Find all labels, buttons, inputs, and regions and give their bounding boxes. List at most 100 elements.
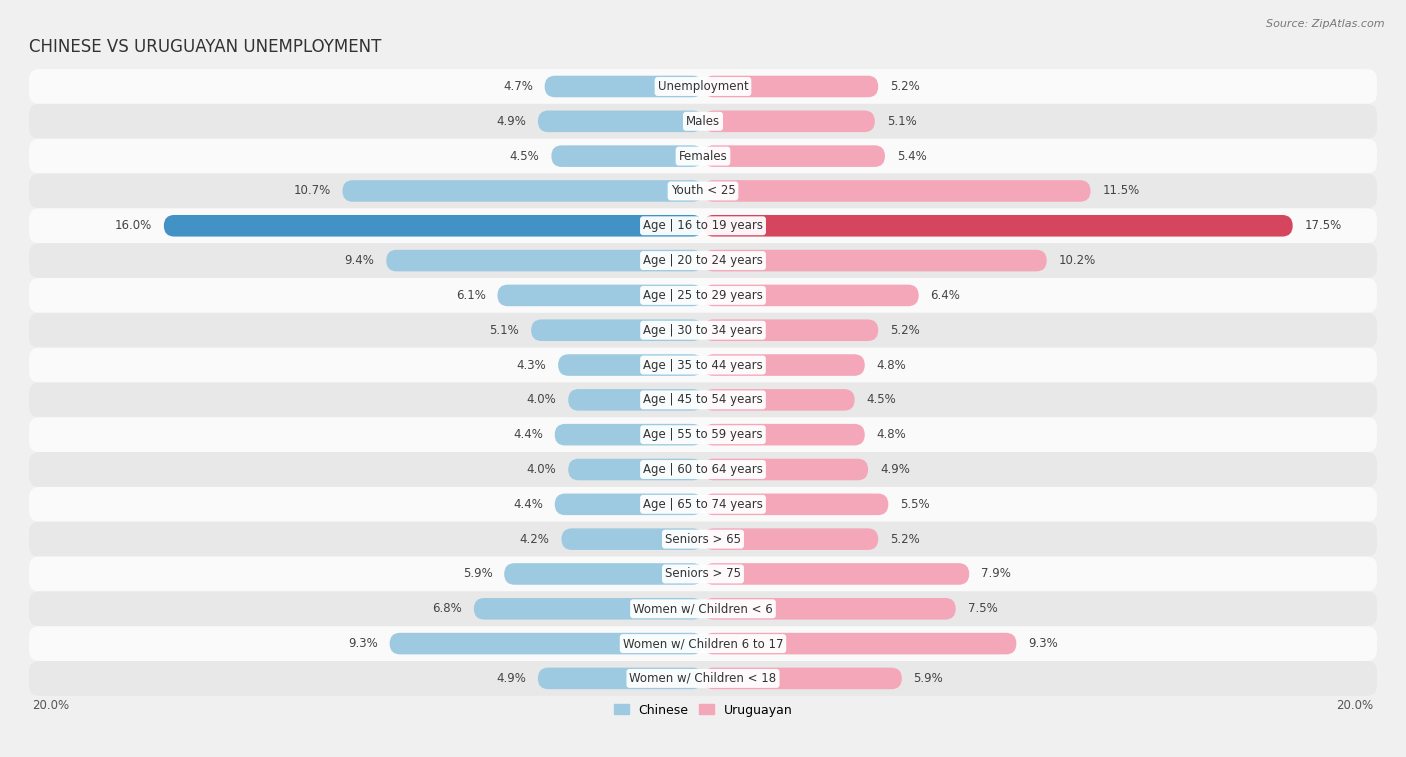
FancyBboxPatch shape bbox=[30, 661, 1376, 696]
FancyBboxPatch shape bbox=[555, 424, 703, 445]
Text: Seniors > 75: Seniors > 75 bbox=[665, 568, 741, 581]
FancyBboxPatch shape bbox=[474, 598, 703, 619]
Text: 4.3%: 4.3% bbox=[516, 359, 547, 372]
Text: Source: ZipAtlas.com: Source: ZipAtlas.com bbox=[1267, 19, 1385, 29]
FancyBboxPatch shape bbox=[30, 626, 1376, 661]
Text: 5.5%: 5.5% bbox=[900, 498, 929, 511]
Text: 7.9%: 7.9% bbox=[981, 568, 1011, 581]
Text: 5.2%: 5.2% bbox=[890, 533, 920, 546]
Text: 10.7%: 10.7% bbox=[294, 185, 330, 198]
Text: 5.2%: 5.2% bbox=[890, 324, 920, 337]
Text: 4.4%: 4.4% bbox=[513, 428, 543, 441]
Text: Seniors > 65: Seniors > 65 bbox=[665, 533, 741, 546]
FancyBboxPatch shape bbox=[561, 528, 703, 550]
FancyBboxPatch shape bbox=[703, 633, 1017, 654]
FancyBboxPatch shape bbox=[531, 319, 703, 341]
Text: Unemployment: Unemployment bbox=[658, 80, 748, 93]
FancyBboxPatch shape bbox=[544, 76, 703, 98]
Text: Males: Males bbox=[686, 115, 720, 128]
Text: Age | 55 to 59 years: Age | 55 to 59 years bbox=[643, 428, 763, 441]
FancyBboxPatch shape bbox=[703, 180, 1091, 202]
Text: 4.2%: 4.2% bbox=[520, 533, 550, 546]
FancyBboxPatch shape bbox=[30, 487, 1376, 522]
FancyBboxPatch shape bbox=[703, 76, 879, 98]
FancyBboxPatch shape bbox=[343, 180, 703, 202]
FancyBboxPatch shape bbox=[703, 250, 1046, 271]
Text: 4.0%: 4.0% bbox=[527, 463, 557, 476]
Text: 10.2%: 10.2% bbox=[1059, 254, 1095, 267]
FancyBboxPatch shape bbox=[538, 111, 703, 132]
Text: Age | 30 to 34 years: Age | 30 to 34 years bbox=[643, 324, 763, 337]
FancyBboxPatch shape bbox=[165, 215, 703, 236]
FancyBboxPatch shape bbox=[703, 285, 918, 306]
FancyBboxPatch shape bbox=[30, 382, 1376, 417]
Text: 17.5%: 17.5% bbox=[1305, 220, 1341, 232]
Text: 4.7%: 4.7% bbox=[503, 80, 533, 93]
Text: 4.4%: 4.4% bbox=[513, 498, 543, 511]
FancyBboxPatch shape bbox=[30, 556, 1376, 591]
Text: 5.4%: 5.4% bbox=[897, 150, 927, 163]
Text: 5.9%: 5.9% bbox=[914, 672, 943, 685]
Text: 6.8%: 6.8% bbox=[432, 603, 463, 615]
FancyBboxPatch shape bbox=[30, 417, 1376, 452]
Text: 9.3%: 9.3% bbox=[349, 637, 378, 650]
FancyBboxPatch shape bbox=[30, 243, 1376, 278]
FancyBboxPatch shape bbox=[703, 424, 865, 445]
Text: Age | 65 to 74 years: Age | 65 to 74 years bbox=[643, 498, 763, 511]
FancyBboxPatch shape bbox=[30, 591, 1376, 626]
Text: 9.3%: 9.3% bbox=[1028, 637, 1057, 650]
Text: 16.0%: 16.0% bbox=[115, 220, 152, 232]
FancyBboxPatch shape bbox=[30, 69, 1376, 104]
FancyBboxPatch shape bbox=[703, 215, 1292, 236]
Text: Age | 20 to 24 years: Age | 20 to 24 years bbox=[643, 254, 763, 267]
Text: 4.8%: 4.8% bbox=[876, 359, 907, 372]
Text: 4.0%: 4.0% bbox=[527, 394, 557, 407]
FancyBboxPatch shape bbox=[538, 668, 703, 689]
FancyBboxPatch shape bbox=[30, 452, 1376, 487]
FancyBboxPatch shape bbox=[30, 278, 1376, 313]
FancyBboxPatch shape bbox=[703, 494, 889, 515]
FancyBboxPatch shape bbox=[703, 389, 855, 410]
FancyBboxPatch shape bbox=[30, 347, 1376, 382]
FancyBboxPatch shape bbox=[703, 459, 868, 480]
FancyBboxPatch shape bbox=[703, 111, 875, 132]
Legend: Chinese, Uruguayan: Chinese, Uruguayan bbox=[609, 699, 797, 721]
Text: 4.9%: 4.9% bbox=[880, 463, 910, 476]
FancyBboxPatch shape bbox=[30, 313, 1376, 347]
Text: 6.4%: 6.4% bbox=[931, 289, 960, 302]
Text: 5.1%: 5.1% bbox=[489, 324, 519, 337]
Text: 5.1%: 5.1% bbox=[887, 115, 917, 128]
Text: 4.9%: 4.9% bbox=[496, 115, 526, 128]
FancyBboxPatch shape bbox=[703, 354, 865, 375]
FancyBboxPatch shape bbox=[568, 389, 703, 410]
Text: CHINESE VS URUGUAYAN UNEMPLOYMENT: CHINESE VS URUGUAYAN UNEMPLOYMENT bbox=[30, 38, 381, 56]
Text: 4.5%: 4.5% bbox=[866, 394, 896, 407]
Text: 20.0%: 20.0% bbox=[32, 699, 69, 712]
Text: Women w/ Children < 6: Women w/ Children < 6 bbox=[633, 603, 773, 615]
Text: 9.4%: 9.4% bbox=[344, 254, 374, 267]
FancyBboxPatch shape bbox=[30, 173, 1376, 208]
Text: Females: Females bbox=[679, 150, 727, 163]
FancyBboxPatch shape bbox=[30, 208, 1376, 243]
Text: 6.1%: 6.1% bbox=[456, 289, 485, 302]
FancyBboxPatch shape bbox=[703, 528, 879, 550]
FancyBboxPatch shape bbox=[555, 494, 703, 515]
FancyBboxPatch shape bbox=[389, 633, 703, 654]
Text: Age | 45 to 54 years: Age | 45 to 54 years bbox=[643, 394, 763, 407]
FancyBboxPatch shape bbox=[551, 145, 703, 167]
Text: Age | 25 to 29 years: Age | 25 to 29 years bbox=[643, 289, 763, 302]
Text: 5.2%: 5.2% bbox=[890, 80, 920, 93]
Text: 4.5%: 4.5% bbox=[510, 150, 540, 163]
FancyBboxPatch shape bbox=[30, 104, 1376, 139]
Text: Women w/ Children < 18: Women w/ Children < 18 bbox=[630, 672, 776, 685]
FancyBboxPatch shape bbox=[558, 354, 703, 375]
FancyBboxPatch shape bbox=[703, 598, 956, 619]
FancyBboxPatch shape bbox=[568, 459, 703, 480]
Text: Women w/ Children 6 to 17: Women w/ Children 6 to 17 bbox=[623, 637, 783, 650]
FancyBboxPatch shape bbox=[703, 145, 884, 167]
Text: Age | 35 to 44 years: Age | 35 to 44 years bbox=[643, 359, 763, 372]
Text: Age | 60 to 64 years: Age | 60 to 64 years bbox=[643, 463, 763, 476]
Text: Youth < 25: Youth < 25 bbox=[671, 185, 735, 198]
Text: Age | 16 to 19 years: Age | 16 to 19 years bbox=[643, 220, 763, 232]
FancyBboxPatch shape bbox=[703, 668, 901, 689]
